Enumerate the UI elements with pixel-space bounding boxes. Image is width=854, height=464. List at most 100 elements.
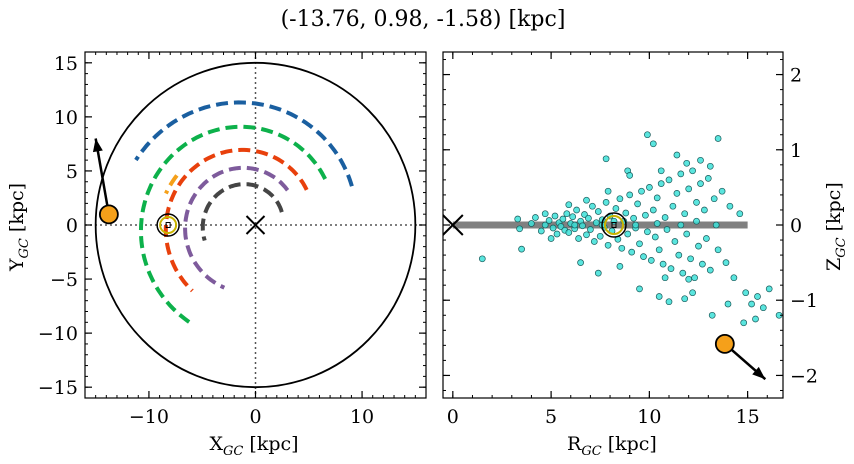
y-tick-label: −5 [50,269,78,291]
star-point [714,246,722,254]
x-tick-label: 0 [249,406,261,428]
x-tick-label: 15 [736,406,760,428]
spiral-arm-4 [200,182,284,242]
star-point [687,255,694,263]
galactic-center-marker [443,214,464,236]
star-point [541,221,549,229]
star-point [478,255,486,263]
y-tick-label: 0 [66,215,78,237]
galaxy-boundary-circle [94,61,417,389]
star-point [616,263,624,270]
spiral-arm-2 [163,147,309,293]
star-point [657,180,665,187]
sun-marker-ring [159,216,178,234]
star-point [528,220,535,227]
star-point [691,274,698,282]
x-tick-label: 10 [637,406,661,428]
star-point [649,206,657,214]
x-tick-label: 10 [350,406,374,428]
sun-marker-outer [156,213,180,237]
star-point [677,221,685,229]
star-point [553,230,561,238]
y-tick-label: 10 [54,107,78,129]
star-point [706,162,714,170]
star-point [649,140,657,148]
star-point [565,229,573,236]
star-point [706,266,714,274]
star-point [701,206,708,214]
star-point [659,260,667,268]
star-point [630,214,637,222]
spiral-arm-3 [183,165,290,290]
star-point [604,241,612,249]
star-point [516,225,523,233]
y-tick-label: 1 [790,140,802,162]
star-point [587,226,594,233]
y-axis-label: ZGC [kpc] [823,182,849,271]
figure-title: (-13.76, 0.98, -1.58) [kpc] [281,7,566,32]
sun-marker-ring [603,215,624,235]
star-point [699,260,706,268]
star-point [655,246,663,254]
star-point [636,285,643,293]
star-point [663,226,671,233]
star-point [532,214,539,221]
star-point [724,300,732,308]
star-point [594,208,602,215]
y-tick-label: −1 [790,290,818,312]
y-tick-label: −2 [790,365,818,387]
y-tick-label: −15 [38,377,78,399]
star-point [653,194,661,202]
y-tick-label: −10 [38,323,78,345]
star-point [618,244,626,252]
star-point [685,185,693,193]
star-point [722,259,730,266]
star-point [589,202,596,210]
star-point [748,300,755,308]
star-point [569,213,577,221]
star-point [661,214,669,221]
star-point [537,227,545,235]
star-point [683,230,691,238]
star-point [642,211,649,219]
star-point [683,159,691,167]
star-point [685,275,693,283]
star-point [579,222,586,230]
star-point [602,199,610,206]
star-point [712,221,720,229]
star-point [632,221,639,229]
star-point [651,233,659,241]
star-point [736,210,744,218]
x-axis-label: RGC [kpc] [567,433,657,459]
y-axis-label: YGC [kpc] [6,183,32,272]
velocity-arrow-head [92,138,103,153]
spiral-arm-1 [138,124,327,325]
star-point [541,210,549,218]
star-point [675,251,683,259]
star-point [665,298,673,306]
star-point [596,232,604,240]
x-tick-label: −10 [129,406,169,428]
star-point [657,167,665,175]
y-tick-label: 2 [790,65,802,87]
star-point [697,180,704,187]
spiral-arm-5 [164,174,179,195]
star-point [549,224,557,232]
star-point [565,201,573,209]
star-point [612,205,620,212]
star-point [726,202,734,210]
star-point [644,228,651,236]
xy-plot-area [85,52,426,398]
rz-panel: 0 5 10 15 −2 −1 0 1 2 RGC [kpc] ZGC [kpc] [442,51,849,459]
star-point [708,311,716,319]
x-tick-label: 5 [545,406,557,428]
star-point [669,202,677,210]
star-point [689,289,696,297]
target-marker [98,204,119,225]
star-point [646,184,653,191]
star-point [644,131,651,139]
star-point [594,269,602,277]
star-point [665,176,673,184]
star-point [667,265,675,272]
